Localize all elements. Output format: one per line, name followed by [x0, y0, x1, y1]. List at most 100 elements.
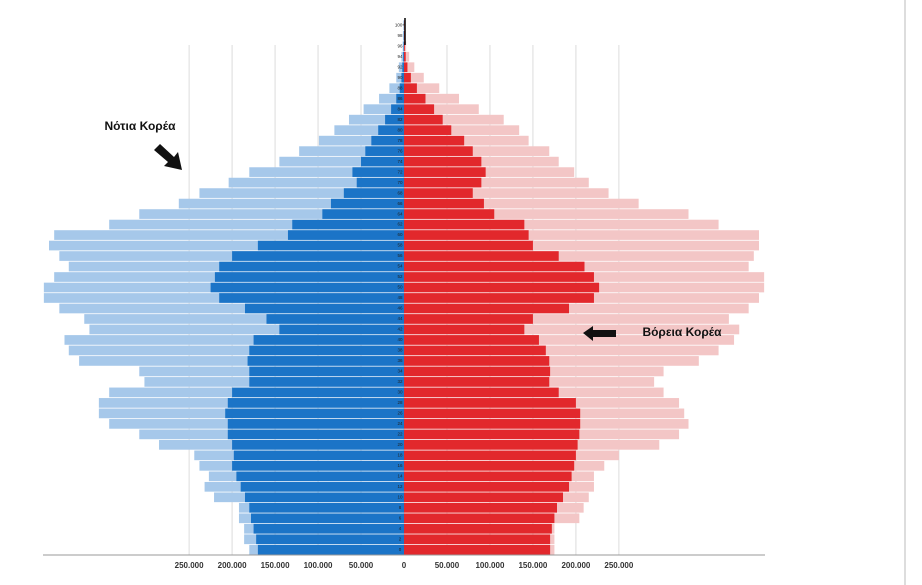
y-category-label: 12: [397, 484, 403, 489]
x-tick-label: 150.000: [518, 561, 547, 570]
annotation: Βόρεια Κορέα: [642, 325, 722, 339]
bar: [214, 272, 404, 282]
bar: [334, 125, 404, 135]
bar: [403, 30, 404, 41]
bar: [404, 167, 486, 177]
bar: [404, 230, 759, 240]
bar: [404, 440, 578, 450]
bar: [385, 114, 404, 125]
y-category-label: 16: [397, 463, 403, 468]
bar: [404, 188, 609, 198]
bar: [404, 251, 754, 261]
bar: [391, 104, 404, 115]
y-category-label: 54: [397, 264, 403, 269]
bar: [199, 188, 404, 198]
bar: [402, 62, 404, 73]
y-category-label: 84: [397, 106, 403, 111]
bar: [404, 114, 443, 125]
x-tick-label: 200.000: [561, 561, 590, 570]
bar: [279, 156, 404, 167]
y-category-label: 66: [397, 201, 403, 206]
bar: [54, 230, 405, 240]
bar: [249, 377, 404, 387]
y-category-label: 88: [397, 85, 403, 90]
bar: [227, 429, 404, 440]
arrow: [154, 144, 182, 170]
x-tick-label: 0: [402, 561, 407, 570]
y-category-label: 28: [397, 400, 403, 405]
bar: [404, 62, 415, 73]
y-category-label: 0: [399, 547, 402, 552]
bar: [249, 345, 404, 356]
y-category-label: 68: [397, 190, 403, 195]
y-category-label: 72: [397, 169, 403, 174]
bar: [348, 114, 404, 125]
bar: [49, 240, 405, 251]
arrow: [583, 326, 616, 341]
bar: [404, 198, 484, 209]
bar: [404, 387, 559, 398]
bar: [233, 450, 404, 461]
y-category-label: 58: [397, 243, 403, 248]
bar: [404, 198, 639, 209]
bar: [256, 534, 404, 545]
annotation: Νότια Κορέα: [105, 119, 177, 133]
bar: [232, 440, 404, 450]
y-category-label: 60: [397, 232, 403, 237]
y-category-label: 82: [397, 117, 403, 122]
bar: [404, 135, 465, 146]
bar: [404, 209, 495, 219]
bar: [253, 335, 404, 345]
bar: [379, 93, 404, 104]
bar: [404, 513, 555, 524]
bar: [404, 251, 559, 261]
bar: [318, 135, 404, 146]
bar: [292, 219, 404, 230]
bar: [389, 83, 404, 94]
bar: [232, 460, 404, 471]
bar: [404, 345, 546, 356]
bar: [247, 356, 404, 366]
bar: [89, 324, 405, 335]
bar: [404, 41, 407, 52]
bar: [361, 156, 404, 167]
bar: [404, 534, 551, 545]
bar: [404, 156, 482, 167]
bar: [251, 513, 404, 524]
bar: [404, 481, 570, 492]
y-category-label: 26: [397, 411, 403, 416]
x-tick-label: 250.000: [175, 561, 204, 570]
bar: [363, 104, 404, 115]
y-category-label: 42: [397, 327, 403, 332]
bar: [404, 188, 473, 198]
bar: [404, 240, 759, 251]
bar: [404, 471, 572, 482]
bar: [404, 83, 440, 94]
y-category-label: 96: [397, 43, 403, 48]
x-tick-label: 200.000: [218, 561, 247, 570]
y-category-label: 36: [397, 358, 403, 363]
bar: [404, 51, 410, 62]
y-category-label: 74: [397, 159, 403, 164]
x-tick-label: 50.000: [435, 561, 460, 570]
bar: [404, 62, 408, 73]
y-category-label: 8: [399, 505, 402, 510]
x-tick-label: 50.000: [349, 561, 374, 570]
y-category-label: 90: [397, 75, 403, 80]
bar: [404, 492, 564, 503]
bar: [404, 177, 482, 188]
bar: [266, 314, 404, 324]
bar: [404, 335, 735, 345]
bar: [404, 219, 525, 230]
bar: [404, 314, 729, 324]
bar: [404, 282, 600, 293]
y-category-label: 98: [397, 33, 403, 38]
bar: [330, 198, 404, 209]
bar: [404, 135, 529, 146]
bar: [356, 177, 404, 188]
bar: [404, 429, 580, 440]
bar: [404, 177, 589, 188]
bar: [404, 167, 575, 177]
y-category-label: 40: [397, 337, 403, 342]
bar: [64, 335, 404, 345]
